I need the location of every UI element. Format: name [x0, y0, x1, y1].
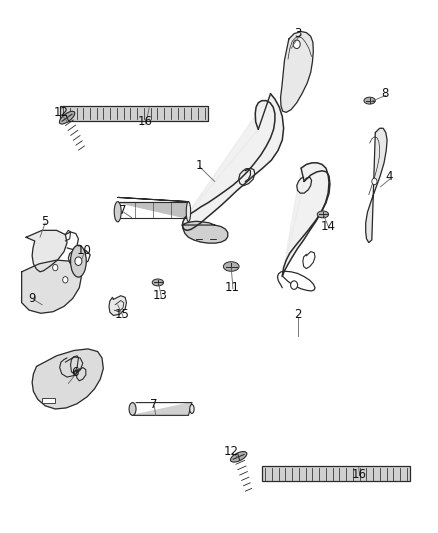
- Text: 1: 1: [196, 159, 203, 172]
- Ellipse shape: [230, 451, 247, 462]
- Ellipse shape: [317, 211, 328, 218]
- Text: 12: 12: [224, 445, 239, 458]
- Ellipse shape: [129, 402, 136, 415]
- Ellipse shape: [190, 405, 194, 414]
- Circle shape: [75, 257, 82, 265]
- Polygon shape: [366, 128, 387, 243]
- Text: 14: 14: [321, 220, 336, 233]
- Text: 2: 2: [294, 308, 301, 321]
- Polygon shape: [32, 349, 103, 409]
- Polygon shape: [283, 163, 330, 276]
- Bar: [42, 398, 55, 402]
- Text: 11: 11: [225, 281, 240, 294]
- Text: 12: 12: [53, 106, 68, 119]
- Ellipse shape: [186, 201, 191, 222]
- Text: 16: 16: [351, 469, 366, 481]
- Polygon shape: [281, 31, 313, 112]
- Polygon shape: [133, 402, 192, 415]
- Polygon shape: [118, 201, 188, 217]
- Polygon shape: [182, 94, 284, 230]
- Polygon shape: [26, 230, 67, 272]
- Ellipse shape: [60, 111, 75, 124]
- Circle shape: [53, 264, 58, 271]
- Circle shape: [63, 277, 68, 283]
- FancyBboxPatch shape: [262, 466, 410, 481]
- Ellipse shape: [152, 279, 163, 286]
- Polygon shape: [21, 260, 81, 313]
- Text: 4: 4: [385, 169, 393, 183]
- Text: 7: 7: [119, 204, 127, 217]
- Polygon shape: [109, 296, 127, 316]
- Text: 9: 9: [28, 292, 36, 305]
- Ellipse shape: [223, 262, 239, 271]
- Ellipse shape: [114, 201, 121, 222]
- Text: 5: 5: [41, 215, 48, 228]
- Text: 16: 16: [137, 116, 152, 128]
- Text: 6: 6: [71, 366, 79, 379]
- Circle shape: [293, 40, 300, 49]
- Text: 3: 3: [294, 27, 301, 40]
- Circle shape: [372, 178, 377, 184]
- FancyBboxPatch shape: [60, 106, 208, 121]
- Circle shape: [290, 281, 297, 289]
- Text: 7: 7: [150, 398, 157, 411]
- Text: 15: 15: [115, 308, 130, 321]
- Polygon shape: [182, 221, 228, 243]
- Text: 8: 8: [381, 87, 389, 100]
- Ellipse shape: [364, 97, 375, 104]
- Text: 13: 13: [152, 289, 167, 302]
- Text: 10: 10: [76, 244, 91, 257]
- Polygon shape: [118, 197, 188, 201]
- Ellipse shape: [71, 245, 86, 277]
